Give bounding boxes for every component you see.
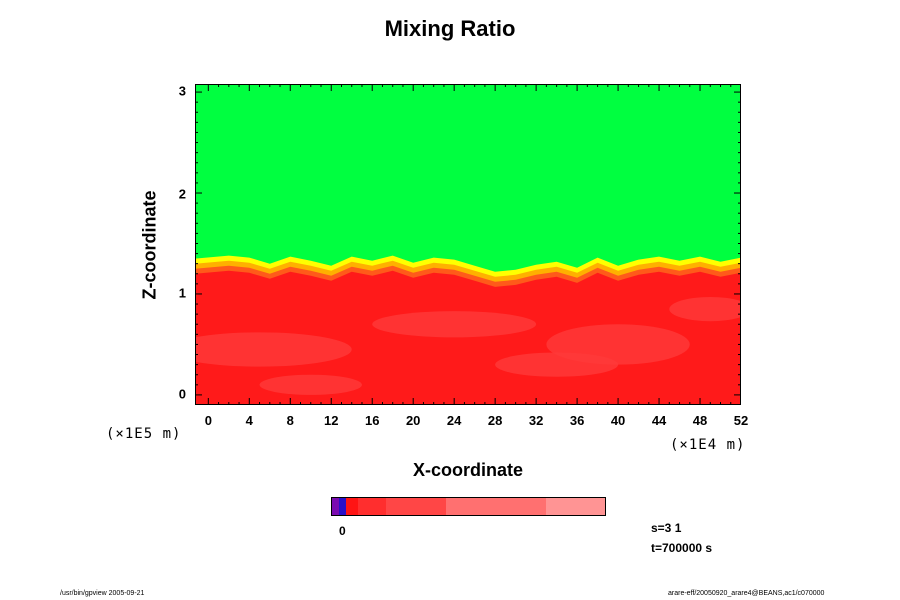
x-tick-label: 52 [733, 413, 749, 428]
mixing-ratio-field [195, 255, 741, 405]
light-red-patch [259, 374, 362, 395]
y-tick-label: 2 [178, 186, 186, 202]
x-tick-label: 40 [610, 413, 626, 428]
colorbar-zero-label: 0 [339, 524, 346, 538]
light-red-patch [372, 311, 537, 338]
colorbar [331, 497, 606, 516]
colorbar-segment [386, 497, 446, 516]
x-axis-label: X-coordinate [412, 460, 523, 480]
light-red-patch [495, 352, 619, 377]
colorbar-segment [346, 497, 358, 516]
x-unit-label: (×1E4 m) [670, 437, 746, 453]
footer-command: /usr/bin/gpview 2005-09-21 [60, 590, 145, 597]
x-tick-label: 20 [405, 413, 421, 428]
x-tick-label: 32 [528, 413, 544, 428]
colorbar-segment [331, 497, 339, 516]
time-info: t=700000 s [651, 541, 713, 555]
y-tick-label: 1 [178, 285, 186, 301]
y-axis-label: Z-coordinate [139, 190, 160, 300]
x-tick-label: 48 [692, 413, 708, 428]
x-tick-label: 4 [245, 413, 253, 428]
step-info: s=3 1 [651, 521, 682, 535]
footer-source: arare-eff/20050920_arare4@BEANS,ac1/c070… [668, 590, 825, 597]
plot-border [195, 84, 741, 405]
z-unit-label: (×1E5 m) [106, 426, 182, 442]
colorbar-segment [546, 497, 606, 516]
colorbar-segment [358, 497, 386, 516]
x-tick-label: 0 [204, 413, 212, 428]
y-tick-label: 0 [178, 386, 186, 402]
chart-title: Mixing Ratio [384, 16, 516, 41]
x-tick-label: 28 [487, 413, 503, 428]
x-tick-label: 24 [446, 413, 462, 428]
plot-area [195, 84, 741, 405]
colorbar-segment [339, 497, 346, 516]
x-tick-label: 12 [324, 413, 339, 428]
light-red-patch [195, 332, 352, 367]
x-tick-label: 8 [286, 413, 294, 428]
light-red-patch [669, 296, 741, 322]
x-tick-label: 36 [569, 413, 585, 428]
x-tick-label: 16 [364, 413, 380, 428]
x-tick-label: 44 [651, 413, 667, 428]
y-tick-label: 3 [178, 83, 186, 99]
colorbar-segment [446, 497, 546, 516]
